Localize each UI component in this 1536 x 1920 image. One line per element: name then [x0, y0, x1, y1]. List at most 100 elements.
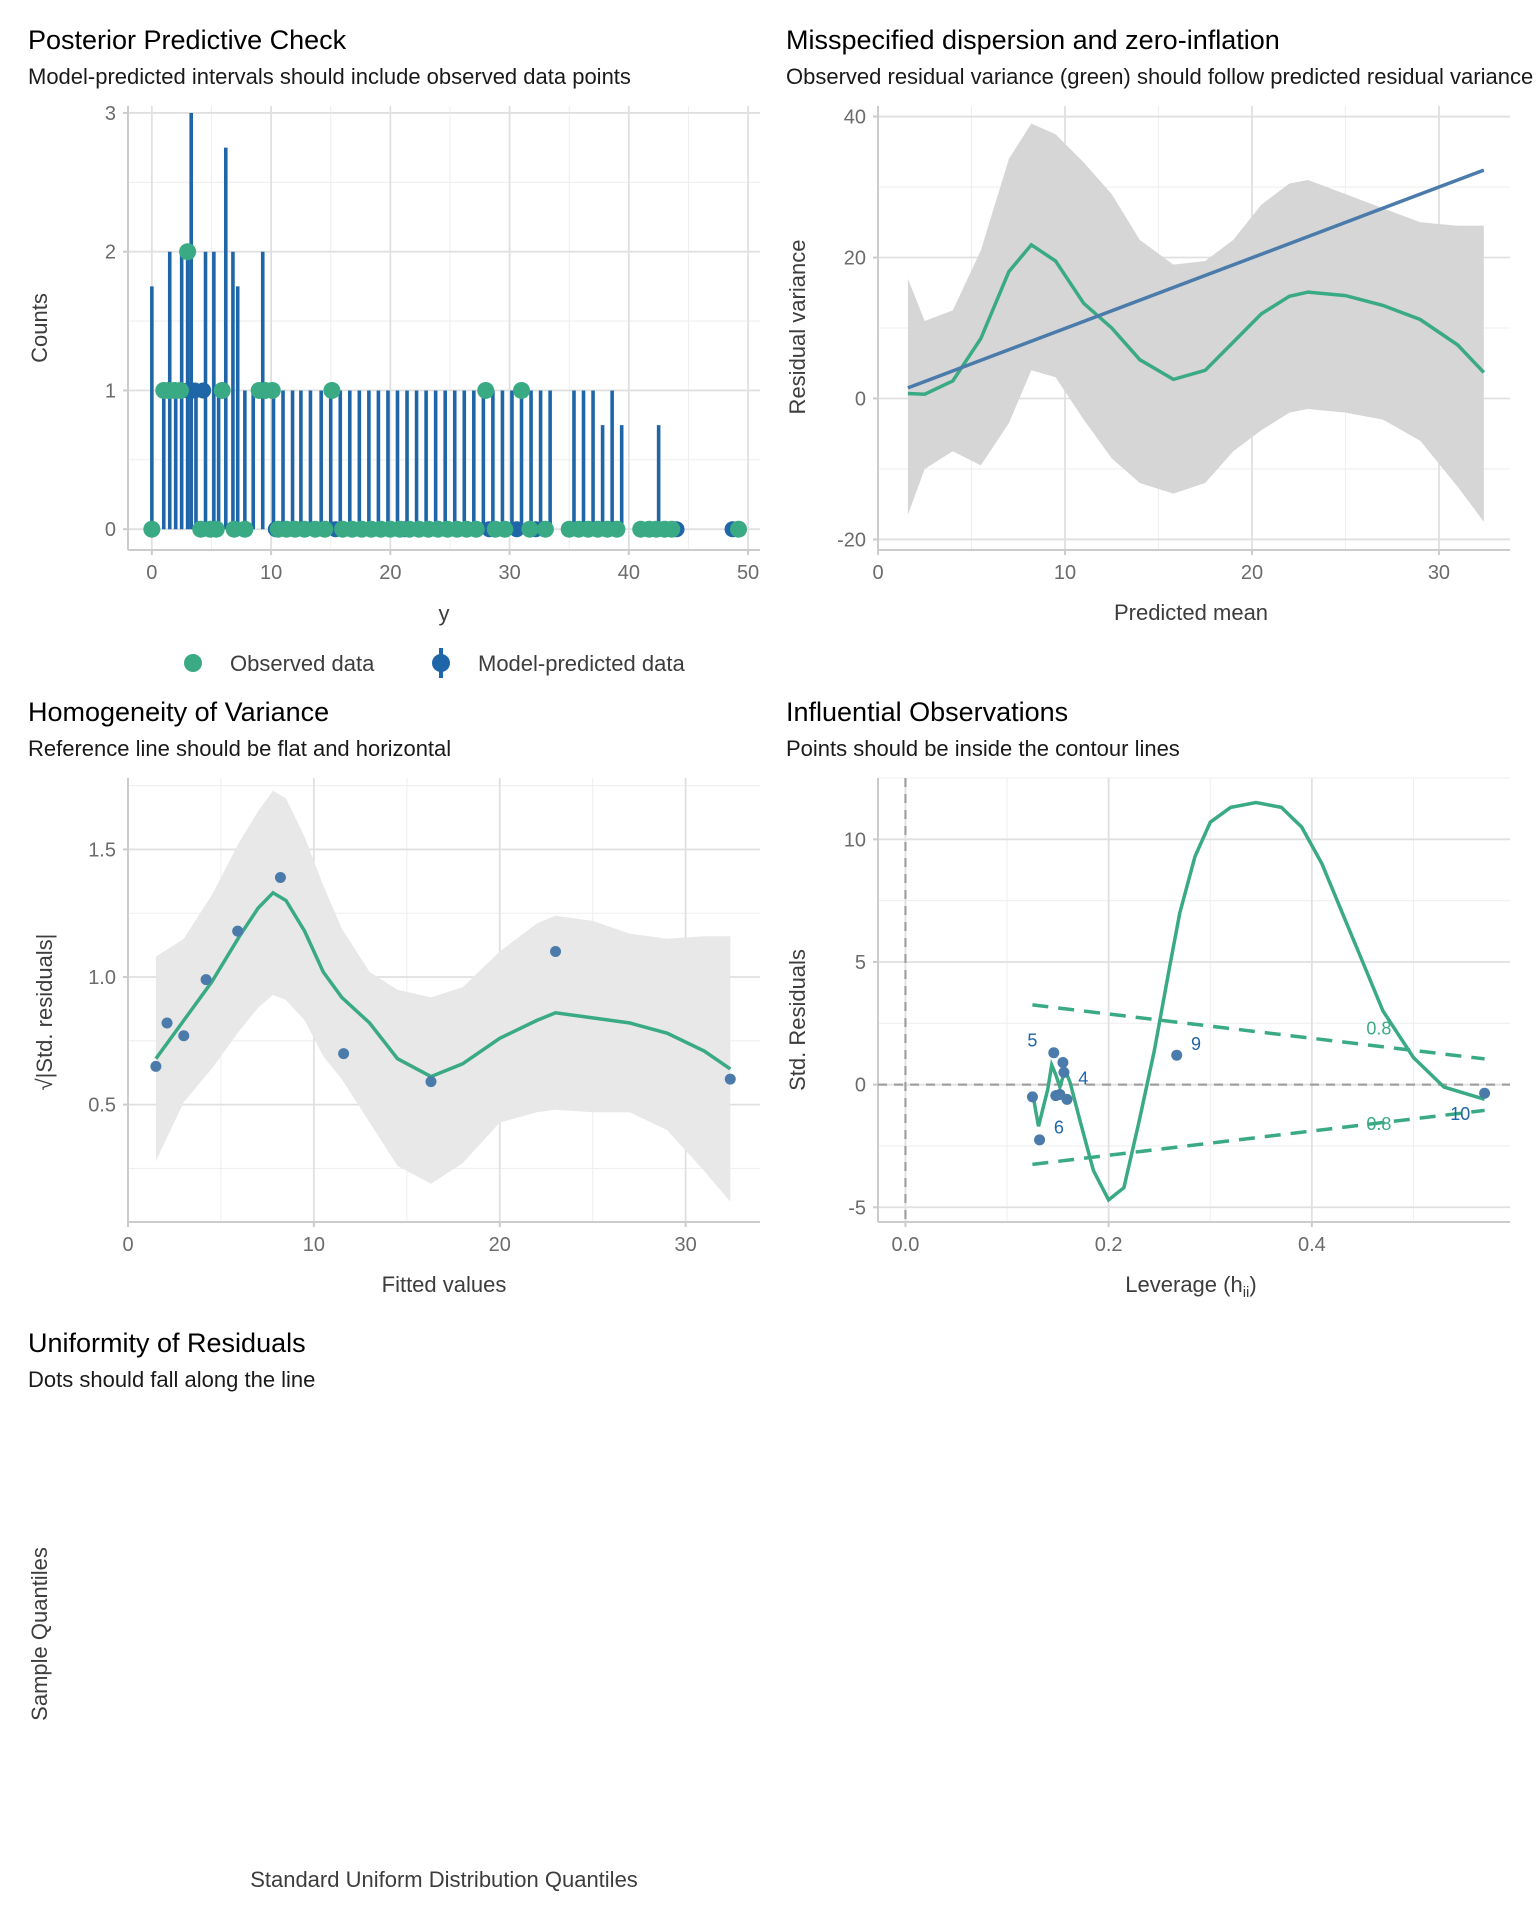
panel-uniformity: Uniformity of Residuals Dots should fall… — [27, 1328, 638, 1892]
uniformity-title: Uniformity of Residuals — [28, 1328, 306, 1358]
homogeneity-x-tick-label: 30 — [675, 1234, 697, 1256]
influence-marks: 0.8 0.8 5 6 4 9 10 — [878, 778, 1510, 1222]
influence-ticks: 0.0 0.2 0.4 -5 0 5 10 — [844, 829, 1326, 1256]
observed-point — [323, 381, 341, 399]
observed-variance-line — [907, 242, 1486, 396]
ppc-x-tick-label: 50 — [737, 562, 759, 584]
uniformity-subtitle: Dots should fall along the line — [28, 1367, 315, 1392]
panel-posterior-predictive-check: Posterior Predictive Check Model-predict… — [27, 25, 760, 678]
panel-dispersion: Misspecified dispersion and zero-inflati… — [785, 25, 1536, 625]
influence-x-axis-label: Leverage (hii) — [1125, 1272, 1256, 1301]
ppc-ticks: 0 10 20 30 40 50 0 1 2 3 — [105, 103, 759, 584]
ppc-y-tick-label: 2 — [105, 242, 116, 264]
influence-point — [1479, 1087, 1491, 1099]
dispersion-y-tick-label: -20 — [837, 529, 866, 551]
homogeneity-x-axis-label: Fitted values — [382, 1272, 507, 1297]
homogeneity-confidence-ribbon — [155, 790, 731, 1202]
influence-point-label: 4 — [1078, 1068, 1088, 1088]
observed-point — [179, 243, 197, 261]
ppc-x-tick-label: 40 — [618, 562, 640, 584]
homogeneity-point — [178, 1030, 190, 1042]
predicted-point — [508, 521, 525, 538]
homogeneity-y-tick-label: 0.5 — [88, 1095, 116, 1117]
observed-point — [496, 520, 514, 538]
influence-point-label: 10 — [1450, 1104, 1470, 1124]
influence-y-tick-label: 10 — [844, 829, 866, 851]
influence-y-axis-label: Std. Residuals — [785, 949, 810, 1091]
influence-x-axis-label-subscript: ii — [1243, 1284, 1250, 1301]
ppc-x-tick-label: 10 — [260, 562, 282, 584]
observed-point — [513, 381, 531, 399]
predicted-point — [195, 382, 212, 399]
influence-x-axis-label-main: Leverage (h — [1125, 1272, 1242, 1297]
legend-observed-label: Observed data — [230, 651, 375, 676]
uniformity-x-axis-label: Standard Uniform Distribution Quantiles — [250, 1867, 638, 1892]
observed-point — [536, 520, 554, 538]
influence-point — [1058, 1066, 1070, 1078]
influence-title: Influential Observations — [786, 697, 1068, 727]
influence-point — [1048, 1047, 1060, 1059]
influence-grid — [877, 777, 1510, 1223]
homogeneity-x-tick-label: 10 — [303, 1234, 325, 1256]
influence-point — [1034, 1134, 1046, 1146]
dispersion-x-tick-label: 30 — [1428, 562, 1450, 584]
observed-point — [608, 520, 626, 538]
panel-homogeneity: Homogeneity of Variance Reference line s… — [28, 697, 760, 1297]
influence-point-label: 9 — [1191, 1034, 1201, 1054]
homogeneity-point — [161, 1017, 173, 1029]
influence-x-tick-label: 0.2 — [1095, 1234, 1123, 1256]
ppc-y-tick-label: 0 — [105, 519, 116, 541]
homogeneity-y-tick-label: 1.5 — [88, 839, 116, 861]
influence-y-tick-label: 0 — [855, 1075, 866, 1097]
dispersion-x-tick-label: 20 — [1241, 562, 1263, 584]
homogeneity-marks — [150, 790, 736, 1202]
legend-predicted-key-point — [432, 654, 450, 672]
observed-point — [467, 520, 485, 538]
dispersion-y-tick-label: 20 — [844, 248, 866, 270]
homogeneity-point — [338, 1048, 350, 1060]
homogeneity-smooth-line — [154, 890, 732, 1079]
panel-influence: Influential Observations Points should b… — [785, 697, 1510, 1301]
homogeneity-point — [550, 946, 562, 958]
influence-point — [1057, 1057, 1069, 1069]
homogeneity-point — [724, 1073, 736, 1085]
influence-x-tick-label: 0.0 — [892, 1234, 920, 1256]
homogeneity-x-tick-label: 0 — [122, 1234, 133, 1256]
contour-label: 0.8 — [1366, 1114, 1391, 1134]
dispersion-y-tick-label: 40 — [844, 107, 866, 129]
observed-point — [263, 381, 281, 399]
homogeneity-y-axis-label: √|Std. residuals| — [32, 934, 57, 1091]
cooks-distance-contour — [1032, 1003, 1485, 1061]
influence-x-tick-label: 0.4 — [1298, 1234, 1326, 1256]
observed-point — [663, 520, 681, 538]
contour-label: 0.8 — [1366, 1018, 1391, 1038]
ppc-y-axis-label: Counts — [27, 293, 52, 363]
legend-observed-key — [184, 654, 202, 672]
homogeneity-title: Homogeneity of Variance — [28, 697, 329, 727]
dispersion-subtitle: Observed residual variance (green) shoul… — [786, 64, 1536, 89]
legend-predicted-label: Model-predicted data — [478, 651, 685, 676]
dispersion-ticks: 0 10 20 30 -20 0 20 40 — [837, 107, 1450, 584]
homogeneity-y-tick-label: 1.0 — [88, 967, 116, 989]
influence-y-tick-label: -5 — [848, 1197, 866, 1219]
dispersion-y-tick-label: 0 — [855, 388, 866, 410]
influence-point-label: 5 — [1027, 1030, 1037, 1050]
dispersion-y-axis-label: Residual variance — [785, 240, 810, 415]
ppc-marks — [143, 112, 748, 538]
influence-smooth-line — [1030, 800, 1486, 1203]
influence-point-label: 6 — [1054, 1118, 1064, 1138]
uniformity-y-axis-label: Sample Quantiles — [27, 1547, 52, 1721]
observed-point — [143, 520, 161, 538]
ppc-legend: Observed data Model-predicted data — [184, 648, 685, 678]
influence-point — [1171, 1049, 1183, 1061]
dispersion-marks — [907, 123, 1486, 522]
observed-point — [521, 520, 539, 538]
dispersion-confidence-ribbon — [907, 123, 1484, 522]
ppc-subtitle: Model-predicted intervals should include… — [28, 64, 631, 89]
ppc-title: Posterior Predictive Check — [28, 25, 347, 55]
homogeneity-x-tick-label: 20 — [489, 1234, 511, 1256]
homogeneity-point — [200, 974, 212, 986]
influence-point — [1061, 1093, 1073, 1105]
homogeneity-point — [232, 925, 244, 937]
